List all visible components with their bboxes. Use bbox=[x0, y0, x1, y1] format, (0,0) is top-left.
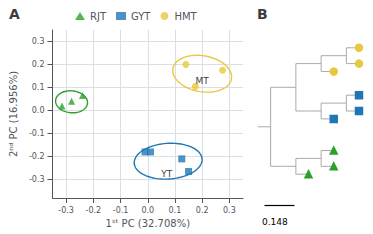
svg-text:-0.1: -0.1 bbox=[29, 129, 45, 138]
svg-text:-0.3: -0.3 bbox=[29, 175, 45, 184]
svg-text:B: B bbox=[257, 6, 268, 22]
svg-text:0.0: 0.0 bbox=[32, 106, 45, 115]
svg-text:2ⁿᵈ PC (16.956%): 2ⁿᵈ PC (16.956%) bbox=[8, 71, 19, 157]
svg-text:HMT: HMT bbox=[174, 11, 197, 22]
svg-text:0.1: 0.1 bbox=[169, 206, 182, 215]
svg-text:GYT: GYT bbox=[131, 11, 151, 22]
svg-text:0.2: 0.2 bbox=[196, 206, 209, 215]
svg-text:A: A bbox=[9, 6, 20, 22]
svg-text:RJT: RJT bbox=[90, 11, 107, 22]
svg-text:-0.1: -0.1 bbox=[113, 206, 129, 215]
svg-text:-0.2: -0.2 bbox=[29, 152, 45, 161]
svg-text:0.0: 0.0 bbox=[141, 206, 154, 215]
svg-text:-0.3: -0.3 bbox=[58, 206, 74, 215]
svg-text:1ˢᵗ PC (32.708%): 1ˢᵗ PC (32.708%) bbox=[105, 218, 190, 229]
svg-text:0.148: 0.148 bbox=[262, 217, 288, 227]
svg-text:MT: MT bbox=[196, 76, 210, 86]
svg-text:YT: YT bbox=[160, 169, 172, 179]
svg-text:0.3: 0.3 bbox=[32, 37, 45, 46]
svg-text:0.2: 0.2 bbox=[32, 60, 45, 69]
svg-text:0.3: 0.3 bbox=[223, 206, 236, 215]
svg-text:0.1: 0.1 bbox=[32, 83, 45, 92]
svg-text:-0.2: -0.2 bbox=[86, 206, 102, 215]
